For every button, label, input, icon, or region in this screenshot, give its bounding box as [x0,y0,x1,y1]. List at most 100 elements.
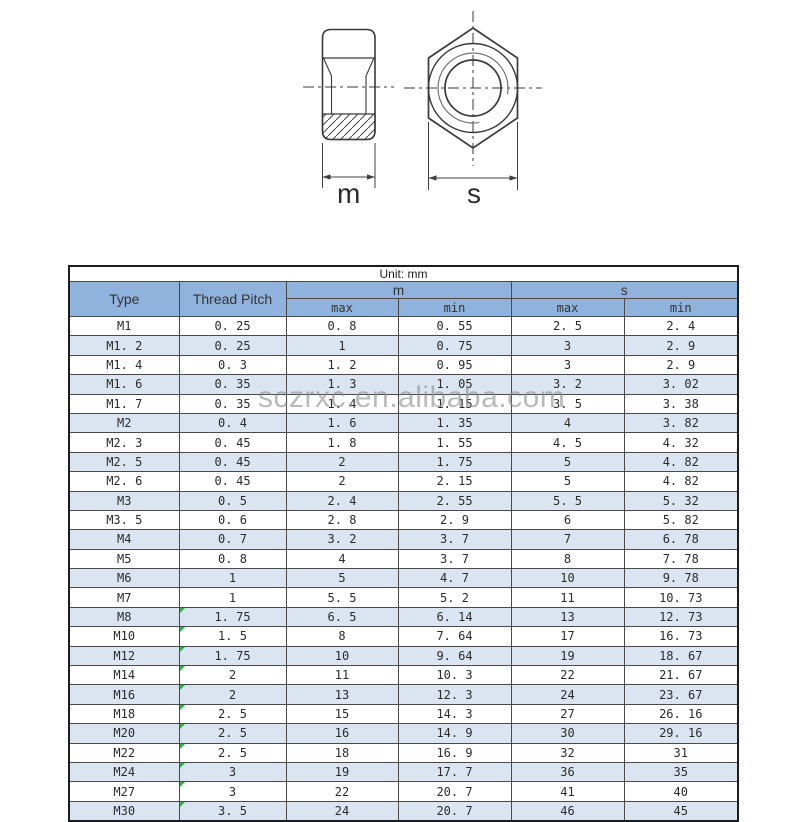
cell-s_min: 10. 73 [623,587,739,608]
table-row: M3. 5 0. 6 2. 8 2. 9 6 5. 82 [68,509,739,531]
cell-m_max: 13 [285,684,399,705]
dimension-s [428,122,518,190]
cell-type: M27 [68,781,180,802]
cell-pitch: 1. 5 [178,626,287,647]
cell-s_max: 17 [510,626,625,647]
cell-s_min: 21. 67 [623,665,739,686]
cell-m_max: 0. 8 [285,315,399,337]
cell-pitch: 0. 45 [178,451,287,473]
inscribed-circle [427,42,519,134]
cell-m_max: 11 [285,665,399,686]
dimension-m [322,143,376,188]
cell-type: M12 [68,645,180,667]
error-flag-marker [180,666,185,672]
cell-s_min: 2. 4 [623,315,739,337]
cell-s_max: 36 [510,761,625,783]
table-row: M1. 7 0. 35 1. 4 1. 15 3. 5 3. 38 [68,393,739,414]
cell-type: M5 [68,548,180,570]
cell-pitch: 2 [178,684,287,705]
cell-s_max: 13 [510,606,625,628]
cell-m_min: 12. 3 [397,684,512,705]
cell-m_min: 7. 64 [397,626,512,647]
cell-s_max: 46 [510,800,625,822]
cell-m_max: 1. 4 [285,393,399,414]
cell-s_min: 5. 32 [623,490,739,511]
cell-m_max: 2. 4 [285,490,399,511]
header-row-subs: max min max min [69,298,739,317]
cell-m_max: 6. 5 [285,606,399,628]
arrowhead-left [322,174,331,180]
col-header-thread-pitch: Thread Pitch [178,281,287,317]
cell-pitch: 3. 5 [178,800,287,822]
table-row: M7 1 5. 5 5. 2 11 10. 73 [68,587,739,608]
cell-s_max: 11 [510,587,625,608]
cell-m_min: 16. 9 [397,742,512,763]
cell-pitch: 0. 45 [178,471,287,492]
unit-note: Unit: mm [68,265,739,282]
cell-s_min: 23. 67 [623,684,739,705]
bore-circle [444,59,502,117]
cell-type: M2. 5 [68,451,180,473]
cell-type: M2 [68,412,180,434]
cell-s_max: 24 [510,684,625,705]
cell-s_min: 26. 16 [623,703,739,725]
cell-s_min: 35 [623,761,739,783]
cell-type: M3 [68,490,180,511]
cell-m_min: 14. 3 [397,703,512,725]
cell-pitch: 1 [178,587,287,608]
cell-m_min: 17. 7 [397,761,512,783]
col-header-type: Type [68,281,180,317]
cell-type: M1. 4 [68,354,180,376]
hex-nut-technical-drawing: m s [290,5,550,215]
table-row: M5 0. 8 4 3. 7 8 7. 78 [68,548,739,570]
cell-pitch: 0. 8 [178,548,287,570]
cell-type: M1. 2 [68,335,180,356]
table-row: M8 1. 75 6. 5 6. 14 13 12. 73 [68,606,739,628]
spec-table: Unit: mm Type Thread Pitch m s max min m… [68,265,740,822]
cell-m_min: 20. 7 [397,800,512,822]
cell-m_max: 4 [285,548,399,570]
cell-pitch: 2 [178,665,287,686]
cell-s_max: 7 [510,529,625,550]
cell-s_min: 2. 9 [623,335,739,356]
cell-s_max: 41 [510,781,625,802]
error-flag-marker [180,744,185,749]
unit-row: Unit: mm [68,265,739,282]
cell-s_max: 19 [510,645,625,667]
cell-m_min: 0. 55 [397,315,512,337]
cell-m_max: 2 [285,471,399,492]
cell-pitch: 2. 5 [178,703,287,725]
table-row: M2. 3 0. 45 1. 8 1. 55 4. 5 4. 32 [68,432,739,453]
col-header-s-max: max [510,298,625,317]
cell-m_min: 5. 2 [397,587,512,608]
cell-pitch: 1. 75 [178,645,287,667]
cell-m_max: 16 [285,723,399,744]
cell-s_min: 4. 32 [623,432,739,453]
table-row: M1. 6 0. 35 1. 3 1. 05 3. 2 3. 02 [68,374,739,395]
table-row: M20 2. 5 16 14. 9 30 29. 16 [68,723,739,744]
cell-m_max: 8 [285,626,399,647]
cell-s_max: 8 [510,548,625,570]
arrowhead-right [367,174,375,180]
cell-m_min: 3. 7 [397,548,512,570]
cell-pitch: 1 [178,568,287,589]
table-row: M1. 4 0. 3 1. 2 0. 95 3 2. 9 [68,354,739,376]
cell-s_min: 16. 73 [623,626,739,647]
cell-s_max: 5 [510,451,625,473]
cell-type: M22 [68,742,180,763]
cell-s_min: 2. 9 [623,354,739,376]
cell-s_min: 7. 78 [623,548,739,570]
cell-m_min: 3. 7 [397,529,512,550]
cell-pitch: 2. 5 [178,742,287,763]
cell-m_min: 1. 35 [397,412,512,434]
hex-nut-side-view: m [303,28,394,209]
table-row: M16 2 13 12. 3 24 23. 67 [68,684,739,705]
error-flag-marker [180,705,185,710]
table-row: M1 0. 25 0. 8 0. 55 2. 5 2. 4 [68,315,739,337]
cell-s_max: 30 [510,723,625,744]
cell-m_max: 1 [285,335,399,356]
cell-pitch: 0. 5 [178,490,287,511]
cell-m_min: 0. 75 [397,335,512,356]
cell-m_max: 1. 2 [285,354,399,376]
cell-pitch: 2. 5 [178,723,287,744]
